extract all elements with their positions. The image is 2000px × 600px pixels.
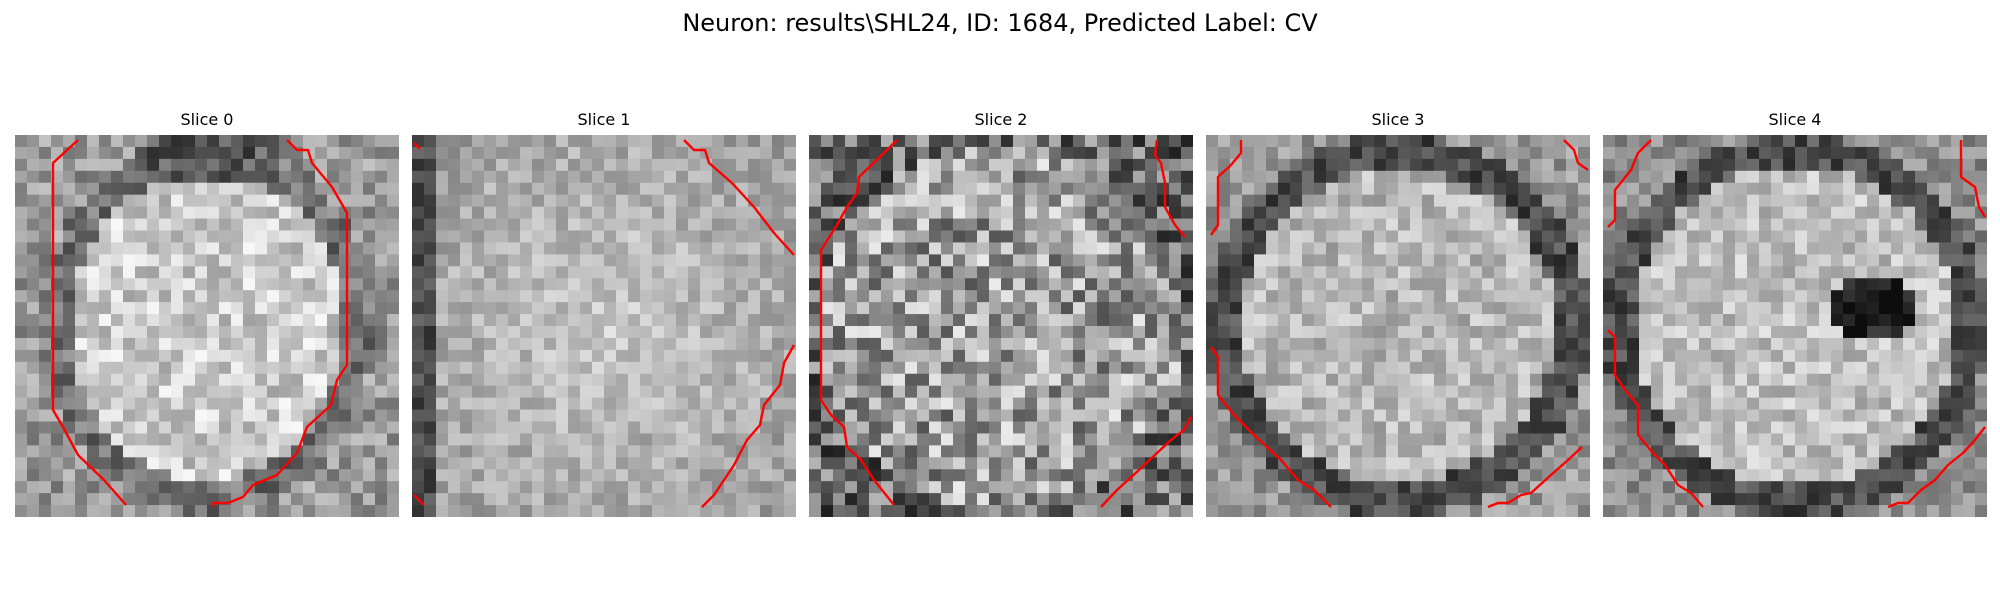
contour-line-2a: [819, 139, 898, 506]
contour-line-4d: [1887, 426, 1986, 509]
pixel-grid-3: [1206, 135, 1590, 517]
slice-title-0: Slice 0: [180, 110, 234, 129]
pixel-grid-1: [412, 135, 796, 517]
contour-line-3b: [1210, 346, 1332, 508]
slice-title-2: Slice 2: [974, 110, 1028, 129]
contour-line-3c: [1563, 139, 1589, 171]
slice-title-4: Slice 4: [1768, 110, 1822, 129]
slice-image-2: [809, 135, 1193, 517]
pixel-grid-2: [809, 135, 1193, 517]
pixel-grid-4: [1603, 135, 1987, 517]
contour-3: [1210, 139, 1589, 509]
slice-image-3: [1206, 135, 1590, 517]
contour-line-1a: [683, 139, 795, 256]
slice-title-1: Slice 1: [577, 110, 631, 129]
slice-image-0: [15, 135, 399, 517]
contour-line-3a: [1210, 140, 1243, 236]
contour-0: [51, 139, 349, 507]
contour-line-1c: [413, 142, 421, 150]
slice-image-4: [1603, 135, 1987, 517]
figure-title: Neuron: results\SHL24, ID: 1684, Predict…: [682, 9, 1318, 37]
contour-line-4c: [1959, 140, 1987, 218]
contour-line-2c: [1100, 416, 1193, 508]
contour-line-1b: [701, 344, 796, 508]
contour-4: [1607, 139, 1987, 509]
contour-line-1d: [413, 494, 425, 506]
contour-2: [819, 139, 1193, 508]
contour-1: [413, 139, 796, 508]
contour-line-2b: [1153, 139, 1186, 238]
contour-line-0a: [51, 139, 127, 506]
contour-line-4b: [1607, 329, 1704, 508]
contour-line-0b: [211, 139, 349, 507]
slice-image-1: [412, 135, 796, 517]
contour-line-4a: [1607, 139, 1652, 228]
slice-title-3: Slice 3: [1371, 110, 1425, 129]
pixel-grid-0: [15, 135, 399, 517]
contour-line-3d: [1487, 446, 1583, 509]
